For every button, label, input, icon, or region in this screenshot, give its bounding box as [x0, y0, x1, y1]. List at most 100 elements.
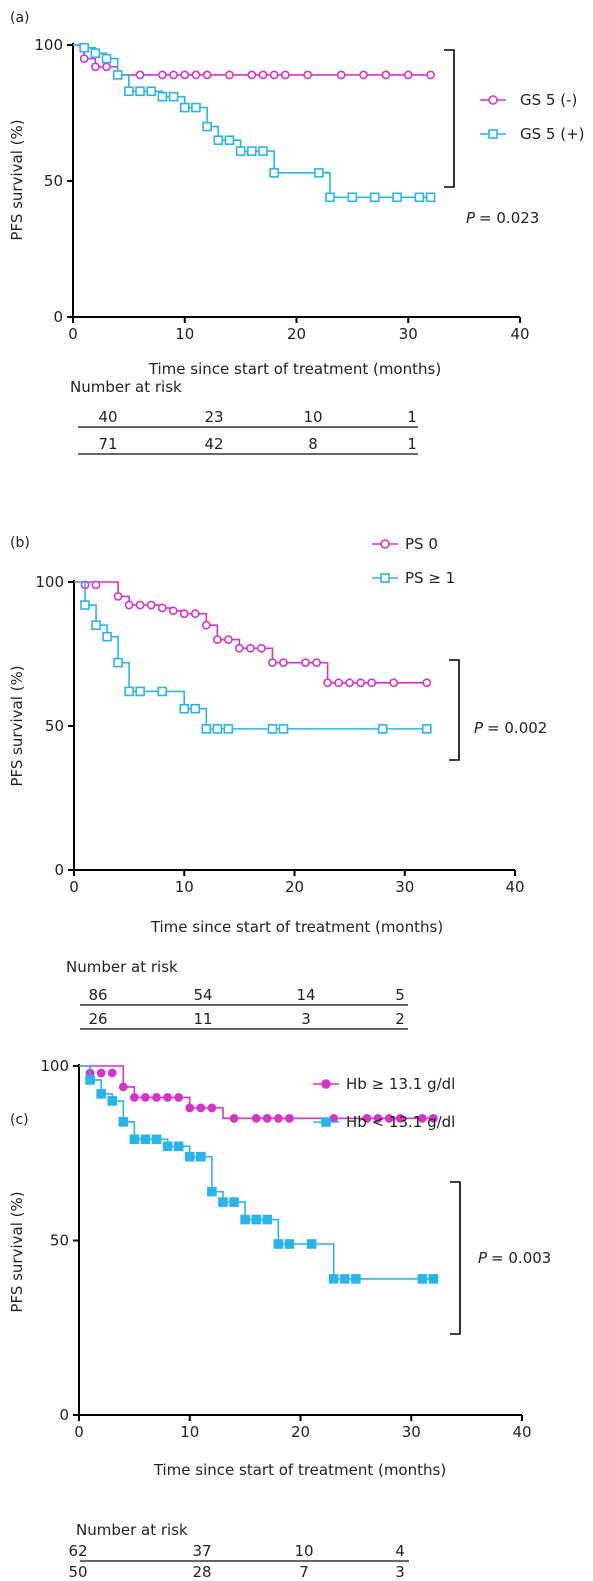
censor-marker	[124, 86, 134, 97]
censor-marker	[96, 1089, 106, 1099]
censor-marker	[328, 1274, 339, 1284]
censor-marker	[329, 1113, 339, 1123]
panel-label: (b)	[10, 535, 30, 551]
censor-marker	[421, 724, 432, 734]
series-line-0	[73, 44, 431, 76]
censor-marker	[124, 686, 134, 697]
censor-marker	[218, 1197, 228, 1207]
x-axis-label: Time since start of treatment (months)	[153, 1461, 446, 1479]
censor-marker	[268, 658, 277, 668]
censor-marker	[425, 192, 436, 203]
censor-marker	[201, 724, 212, 734]
censor-marker	[113, 657, 123, 668]
p-value-label: P = 0.003	[478, 1249, 551, 1267]
legend-marker	[488, 95, 498, 105]
censor-marker	[377, 724, 388, 734]
censor-marker	[179, 102, 190, 113]
series-line-0	[74, 581, 427, 684]
risk-table-title: Number at risk	[66, 958, 178, 976]
censor-marker	[285, 1113, 294, 1123]
censor-marker	[262, 1113, 272, 1123]
risk-cell: 1	[407, 435, 417, 453]
risk-cell: 5	[395, 986, 405, 1004]
censor-marker	[107, 1068, 117, 1078]
censor-marker	[426, 70, 435, 80]
censor-marker	[112, 70, 123, 80]
censor-marker	[90, 62, 100, 72]
censor-marker	[395, 1113, 405, 1123]
censor-marker	[213, 135, 224, 145]
censor-marker	[225, 70, 234, 80]
censor-marker	[157, 686, 167, 697]
risk-cell: 23	[204, 408, 223, 426]
legend-label: Hb < 13.1 g/dl	[346, 1113, 455, 1131]
x-tick-label: 30	[395, 878, 414, 896]
panel-label: (c)	[10, 1112, 29, 1128]
censor-marker	[157, 603, 167, 613]
censor-marker	[223, 724, 234, 734]
censor-marker	[146, 600, 156, 610]
censor-marker	[196, 1151, 206, 1162]
censor-marker	[157, 91, 168, 102]
censor-marker	[191, 70, 201, 80]
censor-marker	[162, 1141, 173, 1152]
censor-marker	[129, 1093, 139, 1102]
censor-marker	[247, 146, 257, 156]
y-tick-label: 100	[35, 573, 64, 591]
p-letter: P	[466, 209, 476, 227]
censor-marker	[323, 678, 332, 688]
legend-label: PS 0	[405, 535, 438, 553]
x-tick-label: 10	[175, 325, 194, 343]
censor-marker	[168, 606, 178, 616]
censor-marker	[179, 703, 190, 714]
censor-marker	[91, 620, 101, 630]
censor-marker	[312, 658, 321, 668]
x-tick-label: 10	[180, 1423, 199, 1441]
risk-cell: 10	[303, 408, 322, 426]
censor-marker	[146, 86, 157, 97]
y-axis-label: PFS survival (%)	[8, 1191, 26, 1312]
censor-marker	[151, 1134, 162, 1145]
censor-marker	[417, 1274, 428, 1284]
censor-marker	[428, 1113, 438, 1123]
censor-marker	[351, 1274, 361, 1284]
censor-marker	[359, 70, 368, 80]
chart-panel-b: (b) 0 10 20 30 40 0 50 100 Time since start of tr…	[0, 530, 593, 1040]
censor-marker	[279, 658, 288, 668]
legend-marker	[488, 129, 498, 139]
censor-marker	[102, 62, 111, 72]
censor-marker	[202, 121, 212, 132]
x-tick-label: 30	[402, 1423, 421, 1441]
legend-marker	[321, 1117, 331, 1127]
x-tick-label: 40	[505, 878, 524, 896]
censor-marker	[262, 1214, 273, 1225]
p-value: = 0.023	[479, 209, 539, 227]
censor-marker	[79, 54, 89, 63]
p-value: = 0.003	[491, 1249, 551, 1267]
risk-cell: 37	[192, 1542, 211, 1560]
risk-cell: 7	[299, 1563, 309, 1581]
censor-marker	[339, 1274, 350, 1284]
risk-cell: 86	[88, 986, 107, 1004]
censor-marker	[91, 580, 101, 590]
y-tick-label: 50	[45, 717, 64, 735]
risk-cell: 54	[193, 986, 212, 1004]
censor-marker	[336, 70, 346, 80]
censor-marker	[347, 192, 358, 203]
risk-table-title: Number at risk	[70, 378, 182, 396]
risk-cell: 3	[395, 1563, 405, 1581]
y-tick-label: 100	[40, 1057, 69, 1075]
censor-marker	[284, 1239, 295, 1249]
censor-marker	[191, 102, 201, 113]
risk-cell: 4	[395, 1542, 405, 1560]
censor-marker	[90, 48, 101, 58]
censor-marker	[280, 70, 290, 80]
p-value: = 0.002	[487, 719, 547, 737]
censor-marker	[96, 1068, 106, 1078]
censor-marker	[251, 1214, 261, 1225]
censor-marker	[202, 70, 212, 80]
censor-marker	[107, 1096, 118, 1106]
censor-marker	[129, 1134, 140, 1145]
censor-marker	[325, 192, 335, 203]
censor-marker	[278, 724, 289, 734]
